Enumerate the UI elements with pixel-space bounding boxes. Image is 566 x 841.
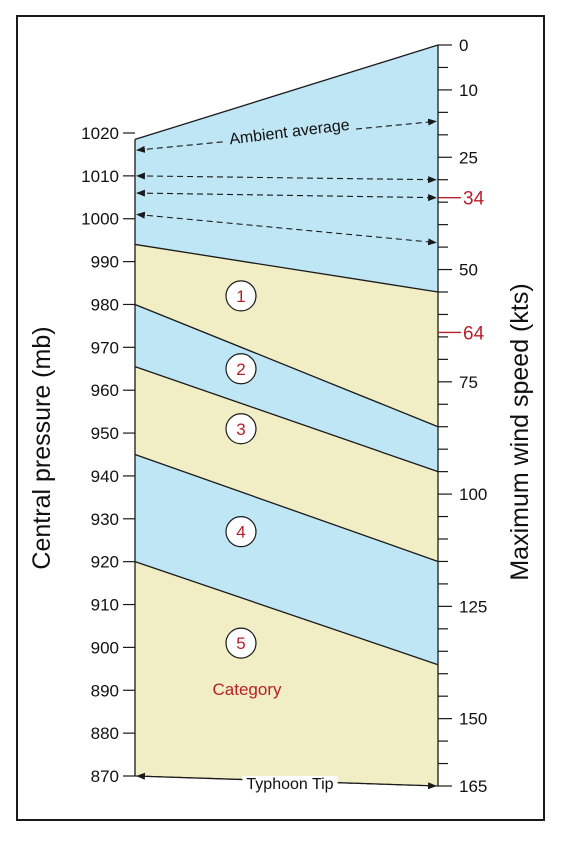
category-label: Category (213, 680, 282, 699)
pressure-tick-label: 990 (91, 253, 119, 272)
category-circle (225, 280, 257, 312)
category-number: 2 (236, 360, 245, 379)
pressure-tick-label: 950 (91, 424, 119, 443)
pressure-tick-label: 1000 (81, 210, 119, 229)
band-5 (135, 561, 438, 786)
category-bands (135, 45, 438, 786)
category-circle (225, 353, 257, 385)
category-number: 4 (236, 523, 245, 542)
boundary-line-cat3 (134, 366, 439, 473)
pressure-axis: 1020 1010 1000 990 980 970 960 950 940 930 920 910 9… (81, 124, 135, 786)
pressure-tick-label: 970 (91, 338, 119, 357)
category-circle (225, 413, 257, 445)
wind-tick-label: 75 (459, 373, 478, 392)
boundary-line-cat2 (134, 303, 439, 428)
wind-tick-label: 125 (459, 597, 487, 616)
wind-tick-label: 100 (459, 485, 487, 504)
dashed-arrow-3 (136, 211, 437, 246)
pressure-tick-label: 1010 (81, 167, 119, 186)
pressure-tick-label: 930 (91, 510, 119, 529)
wind-red-tick-label: 34 (463, 189, 485, 210)
pressure-tick-label: 880 (91, 724, 119, 743)
pressure-tick-label: 910 (91, 596, 119, 615)
category-circle (225, 516, 257, 548)
pressure-tick-label: 890 (91, 681, 119, 700)
boundary-line-cat4 (134, 453, 439, 563)
category-number: 3 (236, 420, 245, 439)
annotation-backing (242, 776, 338, 793)
wind-red-tick-label: 64 (463, 323, 485, 344)
boundary-line-cat5 (134, 561, 439, 666)
pressure-tick-label: 940 (91, 467, 119, 486)
wind-tick-label: 150 (459, 710, 487, 729)
wind-tick-label: 165 (459, 777, 487, 796)
pressure-axis-title: Central pressure (mb) (28, 326, 56, 569)
wind-axis-title: Maximum wind speed (kts) (506, 283, 534, 580)
category-number: 5 (236, 634, 245, 653)
typhoon-tip-label: Typhoon Tip (246, 776, 333, 793)
pressure-tick-label: 870 (91, 767, 119, 786)
pressure-tick-label: 960 (91, 381, 119, 400)
boundary-line-cat1 (134, 243, 439, 293)
pressure-tick-label: 920 (91, 553, 119, 572)
band-4 (135, 454, 438, 665)
pressure-tick-label: 1020 (81, 124, 119, 143)
category-circle (225, 627, 257, 659)
wind-tick-label: 50 (459, 261, 478, 280)
wind-tick-label: 10 (459, 81, 478, 100)
wind-tick-label: 0 (459, 36, 468, 55)
wind-tick-label: 25 (459, 148, 478, 167)
category-markers: 1 2 3 4 5 (225, 280, 257, 659)
category-number: 1 (236, 287, 245, 306)
wind-axis: 0 10 25 50 75 100 125 150 165 34 64 (438, 36, 487, 796)
band-3 (135, 366, 438, 562)
pressure-tick-label: 900 (91, 638, 119, 657)
band-2 (135, 304, 438, 472)
band-1 (135, 244, 438, 427)
annotation-backing (224, 116, 355, 149)
pressure-tick-label: 980 (91, 295, 119, 314)
